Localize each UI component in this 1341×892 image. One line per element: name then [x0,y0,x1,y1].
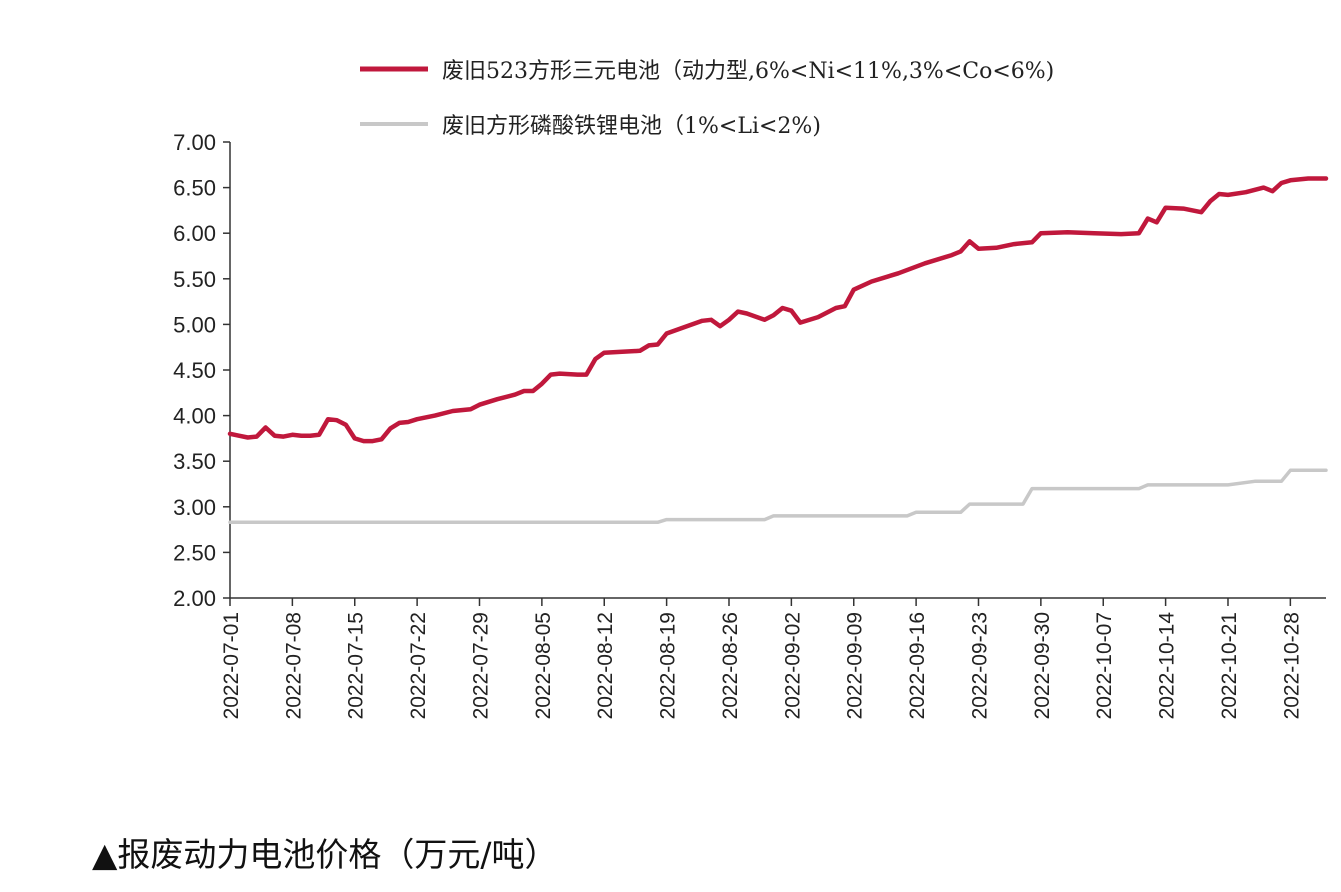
x-tick-label: 2022-09-23 [968,612,991,719]
x-tick-label: 2022-10-14 [1156,612,1179,720]
x-tick-label: 2022-09-09 [844,612,867,719]
x-tick-label: 2022-08-05 [532,612,555,719]
x-tick-label: 2022-08-12 [594,612,617,719]
y-tick-label: 7.00 [173,130,216,155]
x-tick-label: 2022-07-22 [407,612,430,719]
series-layer [227,176,1329,525]
x-tick-label: 2022-07-08 [282,612,305,719]
y-tick-label: 5.00 [173,312,216,337]
legend-label-ternary: 废旧523方形三元电池（动力型,6%<Ni<11%,3%<Co<6%) [442,59,1054,84]
y-axis-ticks: 2.00 2.50 3.00 3.50 4.00 4.50 5.00 5.50 6.00 6.50… [173,130,230,611]
series-line-lfp [228,468,1328,525]
x-tick-label: 2022-09-30 [1031,612,1054,719]
series-line-ternary [227,176,1329,444]
chart-legend: 废旧523方形三元电池（动力型,6%<Ni<11%,3%<Co<6%) 废旧方形… [360,59,1054,139]
x-tick-label: 2022-10-28 [1280,612,1303,719]
y-tick-label: 4.50 [173,358,216,383]
y-tick-label: 2.00 [173,586,216,611]
x-axis-ticks: 2022-07-01 2022-07-08 2022-07-15 2022-07-22… [220,598,1303,719]
x-tick-label: 2022-10-21 [1218,612,1241,719]
x-tick-label: 2022-08-26 [719,612,742,719]
chart-caption: ▲报废动力电池价格（万元/吨） [92,835,558,874]
y-tick-label: 5.50 [173,267,216,292]
y-tick-label: 3.50 [173,449,216,474]
y-tick-label: 3.00 [173,495,216,520]
x-tick-label: 2022-07-29 [469,612,492,719]
x-tick-label: 2022-10-07 [1093,612,1116,719]
x-tick-label: 2022-08-19 [657,612,680,719]
y-tick-label: 6.00 [173,221,216,246]
legend-label-lfp: 废旧方形磷酸铁锂电池（1%<Li<2%) [442,114,821,139]
y-tick-label: 2.50 [173,540,216,565]
x-tick-label: 2022-07-01 [220,612,243,719]
y-tick-label: 4.00 [173,404,216,429]
y-tick-label: 6.50 [173,176,216,201]
x-tick-label: 2022-09-16 [906,612,929,719]
x-tick-label: 2022-07-15 [345,612,368,719]
x-tick-label: 2022-09-02 [781,612,804,719]
